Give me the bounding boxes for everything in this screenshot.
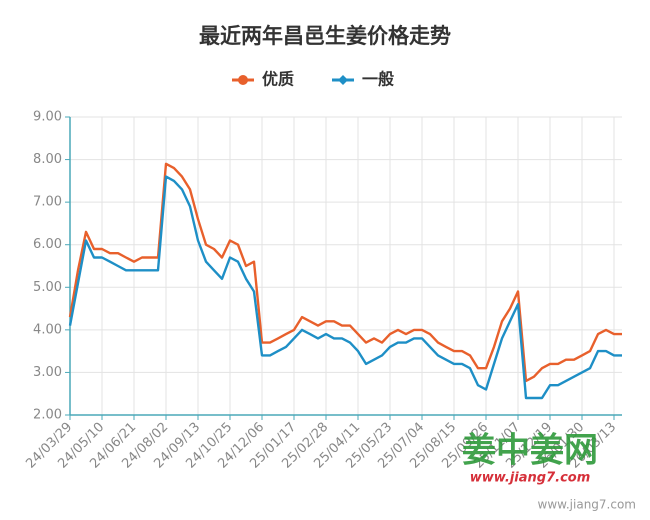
legend-label: 一般 (362, 70, 394, 89)
y-tick-label: 8.00 (33, 152, 62, 167)
y-tick-label: 6.00 (33, 237, 62, 252)
y-tick-label: 3.00 (33, 365, 62, 380)
watermark-logo: 姜中姜网 (462, 431, 598, 471)
legend-marker (238, 75, 248, 85)
y-tick-label: 4.00 (33, 322, 62, 337)
series-line (68, 175, 622, 400)
series-line (68, 162, 622, 383)
chart-title: 最近两年昌邑生姜价格走势 (199, 24, 451, 48)
y-tick-label: 2.00 (33, 408, 62, 423)
y-tick-label: 5.00 (33, 280, 62, 295)
footer: www.jiang7.com (538, 498, 636, 512)
legend-label: 优质 (262, 70, 294, 89)
watermark-url: www.jiang7.com (470, 471, 591, 486)
y-tick-label: 7.00 (33, 195, 62, 210)
y-tick-label: 9.00 (33, 110, 62, 125)
legend-marker (338, 75, 348, 85)
